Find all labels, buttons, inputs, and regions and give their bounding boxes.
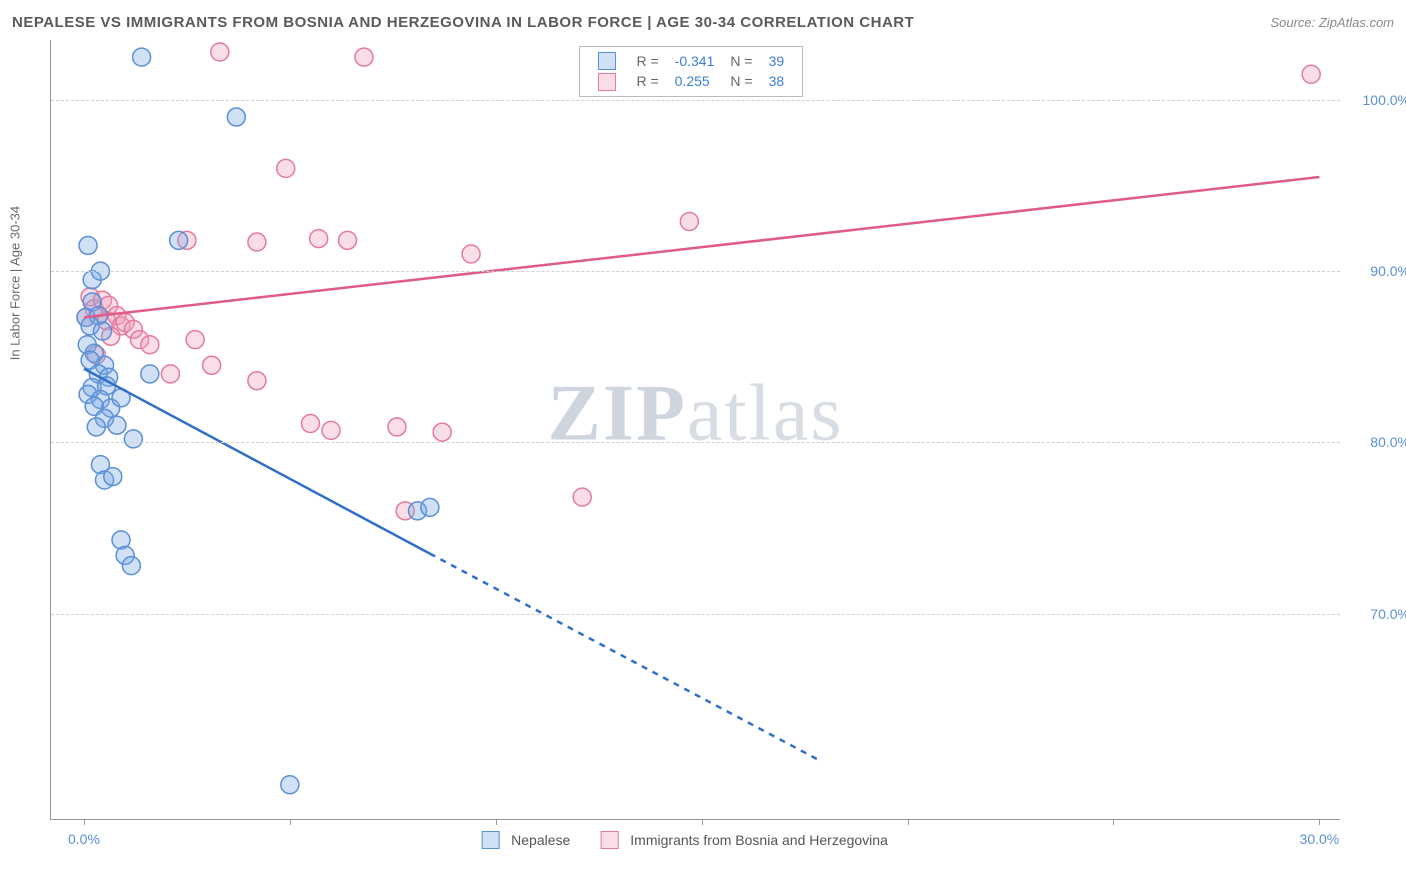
r-value: 0.255 xyxy=(667,71,723,91)
data-point xyxy=(93,322,111,340)
y-axis-label: In Labor Force | Age 30-34 xyxy=(8,205,23,359)
data-point xyxy=(161,365,179,383)
x-tick-label-right: 30.0% xyxy=(1300,831,1340,847)
grid-line xyxy=(51,100,1340,101)
data-point xyxy=(186,331,204,349)
n-label: N = xyxy=(722,51,760,71)
n-value: 38 xyxy=(761,71,793,91)
data-point xyxy=(211,43,229,61)
data-point xyxy=(227,108,245,126)
data-point xyxy=(1302,65,1320,83)
r-label: R = xyxy=(628,51,666,71)
x-tick xyxy=(702,819,703,825)
data-point xyxy=(248,233,266,251)
data-point xyxy=(170,231,188,249)
data-point xyxy=(87,418,105,436)
data-point xyxy=(310,230,328,248)
x-tick xyxy=(1113,819,1114,825)
data-point xyxy=(322,421,340,439)
grid-line xyxy=(51,442,1340,443)
series-legend: Nepalese Immigrants from Bosnia and Herze… xyxy=(481,831,910,849)
r-label: R = xyxy=(628,71,666,91)
x-tick xyxy=(496,819,497,825)
data-point xyxy=(301,415,319,433)
data-point xyxy=(248,372,266,390)
trend-line xyxy=(84,369,430,554)
grid-line xyxy=(51,271,1340,272)
y-tick-label: 100.0% xyxy=(1350,92,1406,108)
data-point xyxy=(433,423,451,441)
data-point xyxy=(79,236,97,254)
grid-line xyxy=(51,614,1340,615)
data-point xyxy=(203,356,221,374)
legend-swatch xyxy=(481,831,499,849)
data-point xyxy=(355,48,373,66)
y-tick-label: 70.0% xyxy=(1350,606,1406,622)
data-point xyxy=(133,48,151,66)
source-label: Source: ZipAtlas.com xyxy=(1270,15,1394,30)
trend-line xyxy=(430,554,817,759)
n-label: N = xyxy=(722,71,760,91)
r-value: -0.341 xyxy=(667,51,723,71)
y-tick-label: 80.0% xyxy=(1350,434,1406,450)
data-point xyxy=(339,231,357,249)
chart-title: NEPALESE VS IMMIGRANTS FROM BOSNIA AND H… xyxy=(12,14,914,31)
legend-swatch xyxy=(598,52,616,70)
trend-line xyxy=(84,177,1319,317)
data-point xyxy=(141,365,159,383)
data-point xyxy=(462,245,480,263)
n-value: 39 xyxy=(761,51,793,71)
legend-label: Immigrants from Bosnia and Herzegovina xyxy=(630,832,888,848)
data-point xyxy=(104,468,122,486)
data-point xyxy=(680,212,698,230)
data-point xyxy=(573,488,591,506)
legend-row: R =0.255N =38 xyxy=(590,71,792,91)
data-point xyxy=(421,498,439,516)
legend-swatch xyxy=(600,831,618,849)
legend-swatch xyxy=(598,73,616,91)
y-tick-label: 90.0% xyxy=(1350,263,1406,279)
plot-area: In Labor Force | Age 30-34 ZIPatlas R =-… xyxy=(50,40,1340,820)
data-point xyxy=(122,557,140,575)
legend-row: R =-0.341N =39 xyxy=(590,51,792,71)
x-tick xyxy=(1319,819,1320,825)
data-point xyxy=(108,416,126,434)
plot-svg xyxy=(51,40,1340,819)
data-point xyxy=(388,418,406,436)
data-point xyxy=(277,159,295,177)
data-point xyxy=(124,430,142,448)
x-tick xyxy=(908,819,909,825)
x-tick-label-left: 0.0% xyxy=(68,831,100,847)
data-point xyxy=(141,336,159,354)
correlation-legend: R =-0.341N =39R =0.255N =38 xyxy=(579,46,803,97)
data-point xyxy=(281,776,299,794)
legend-label: Nepalese xyxy=(511,832,570,848)
x-tick xyxy=(290,819,291,825)
x-tick xyxy=(84,819,85,825)
